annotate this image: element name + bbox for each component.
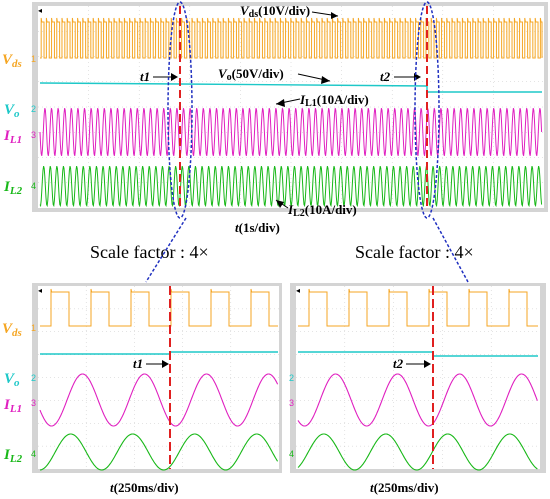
il1-scale-arrowhead-icon bbox=[276, 99, 285, 107]
zoom-t1-il1-label: IL1 bbox=[3, 397, 22, 415]
zoom-t1-vds-trace bbox=[40, 288, 278, 327]
zoom-t2-vo-marker: 2 bbox=[289, 373, 294, 383]
scale-factor-right: Scale factor : 4× bbox=[355, 242, 474, 262]
zoom-t2-il1-trace bbox=[297, 373, 538, 427]
zoom-t1-event-label: t1 bbox=[133, 356, 143, 371]
vo-scale-label: Vo(50V/div) bbox=[218, 66, 284, 83]
t2-event-label: t2 bbox=[380, 69, 391, 84]
t1-event-label: t1 bbox=[140, 69, 150, 84]
overview-time-symbol: t bbox=[235, 220, 239, 235]
zoom-t1-channel-labels: Vds Vo IL1 IL2 bbox=[2, 321, 23, 465]
overview-il1-trace bbox=[39, 108, 543, 156]
vds-scale-label: Vds(10V/div) bbox=[240, 3, 310, 20]
overview-il1-label: IL1 bbox=[3, 128, 22, 146]
zoom-t1-vo-label: Vo bbox=[4, 371, 20, 389]
overview-il2-trace bbox=[39, 165, 543, 208]
zoom-t2-il2-marker: 4 bbox=[289, 449, 294, 459]
scale-factor-left: Scale factor : 4× bbox=[90, 242, 209, 262]
zoom-t1-trigger-icon: ◂ bbox=[38, 286, 42, 295]
zoom-t1-il2-marker: 4 bbox=[31, 449, 36, 459]
overview-channel-labels: Vds Vo IL1 IL2 bbox=[2, 52, 23, 197]
zoom-t1-vo-marker: 2 bbox=[31, 373, 36, 383]
left-zoom-guide bbox=[145, 217, 187, 283]
overview-vds-trace bbox=[40, 17, 543, 59]
t1-event-arrowhead-icon bbox=[171, 73, 178, 81]
zoom-t2-il1-marker: 3 bbox=[289, 398, 294, 408]
right-zoom-guide bbox=[432, 217, 469, 283]
overview-time-scale: t(1s/div) bbox=[235, 220, 280, 235]
zoom-t2-event-label: t2 bbox=[393, 356, 404, 371]
overview-scope: 1 2 3 4 ◂ bbox=[31, 2, 548, 212]
vo-scale-arrowhead-icon bbox=[321, 76, 330, 84]
zoom-guides: Scale factor : 4× Scale factor : 4× bbox=[90, 217, 474, 283]
zoom-t1-event-arrowhead-icon bbox=[162, 360, 169, 368]
overview-vds-marker: 1 bbox=[31, 54, 36, 64]
zoom-t2-vds-trace bbox=[298, 288, 538, 327]
zoom-t1-time-scale: t(250ms/div) bbox=[110, 480, 179, 495]
overview-vo-label: Vo bbox=[4, 102, 20, 120]
zoom-t1-vds-label: Vds bbox=[2, 321, 22, 339]
zoom-t2-event-arrowhead-icon bbox=[424, 360, 431, 368]
zoom-t2-time-scale: t(250ms/div) bbox=[370, 480, 439, 495]
zoom-t2-il2-trace bbox=[297, 433, 538, 471]
overview-annotations: Vds(10V/div) Vo(50V/div) IL1(10A/div) IL… bbox=[140, 1, 440, 235]
overview-il1-marker: 3 bbox=[31, 130, 36, 140]
t1-zoom-ellipse bbox=[167, 1, 193, 219]
t2-zoom-ellipse bbox=[414, 1, 440, 219]
overview-vds-label: Vds bbox=[2, 52, 22, 70]
zoom-t1-il1-trace bbox=[39, 373, 279, 427]
zoom-t2-trigger-icon: ◂ bbox=[296, 286, 300, 295]
zoom-t1-vds-marker: 1 bbox=[31, 323, 36, 333]
il1-scale-label: IL1(10A/div) bbox=[299, 92, 369, 109]
zoom-t1-il1-marker: 3 bbox=[31, 398, 36, 408]
il2-scale-label: IL2(10A/div) bbox=[287, 202, 357, 219]
zoom-t2-scope: 2 3 4 t2 ◂ bbox=[289, 283, 546, 473]
zoom-t1-il2-trace bbox=[39, 433, 279, 471]
trigger-arrow-icon: ◂ bbox=[38, 6, 42, 15]
overview-il2-marker: 4 bbox=[31, 181, 36, 191]
overview-il2-label: IL2 bbox=[3, 179, 23, 197]
overview-vo-marker: 2 bbox=[31, 104, 36, 114]
il2-scale-arrowhead-icon bbox=[276, 200, 284, 208]
zoom-t1-il2-label: IL2 bbox=[3, 447, 23, 465]
vds-scale-arrowhead-icon bbox=[331, 12, 338, 19]
zoom-t1-scope: 1 2 3 4 t1 ◂ bbox=[31, 283, 282, 473]
